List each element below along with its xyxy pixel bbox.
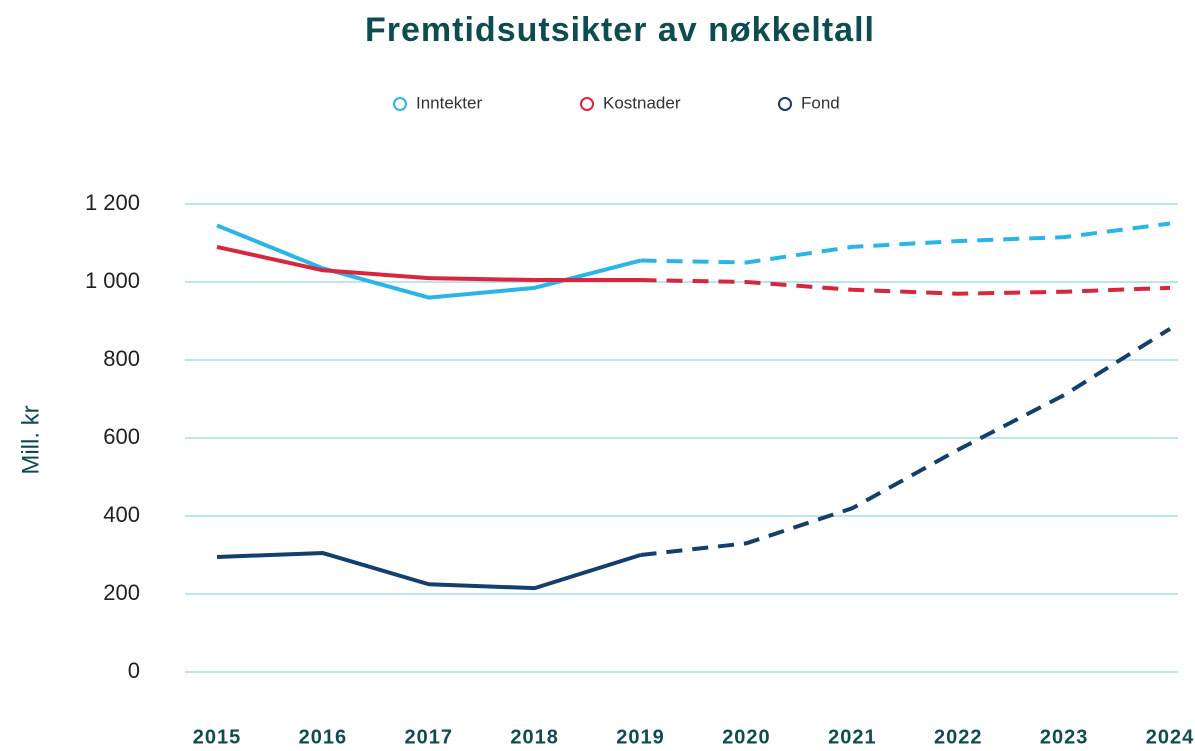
forecast-line xyxy=(640,327,1172,557)
forecast-line xyxy=(640,278,1171,296)
x-tick-label: 2018 xyxy=(510,726,559,748)
y-tick-label: 800 xyxy=(103,346,140,371)
data-line xyxy=(216,551,642,591)
y-tick-label: 1 200 xyxy=(85,190,140,215)
x-tick-label: 2017 xyxy=(405,726,454,748)
x-tick-label: 2021 xyxy=(828,726,877,748)
legend-marker xyxy=(778,97,792,111)
legend-marker xyxy=(393,97,407,111)
y-tick-label: 0 xyxy=(128,658,140,683)
forecast-line xyxy=(640,221,1171,265)
x-tick-label: 2016 xyxy=(299,726,348,748)
legend-label: Kostnader xyxy=(603,93,681,112)
y-tick-label: 600 xyxy=(103,424,140,449)
legend-label: Inntekter xyxy=(416,93,482,112)
x-tick-label: 2019 xyxy=(616,726,665,748)
x-tick-label: 2020 xyxy=(722,726,771,748)
y-tick-label: 1 000 xyxy=(85,268,140,293)
x-tick-label: 2023 xyxy=(1040,726,1089,748)
data-line xyxy=(216,244,641,283)
x-tick-label: 2015 xyxy=(193,726,242,748)
chart-title: Fremtidsutsikter av nøkkeltall xyxy=(365,11,875,49)
legend-label: Fond xyxy=(801,93,840,112)
legend-marker xyxy=(580,97,594,111)
y-axis-label: Mill. kr xyxy=(17,405,44,474)
y-tick-label: 400 xyxy=(103,502,140,527)
y-tick-label: 200 xyxy=(103,580,140,605)
x-tick-label: 2024 xyxy=(1146,726,1195,748)
x-tick-label: 2022 xyxy=(934,726,983,748)
